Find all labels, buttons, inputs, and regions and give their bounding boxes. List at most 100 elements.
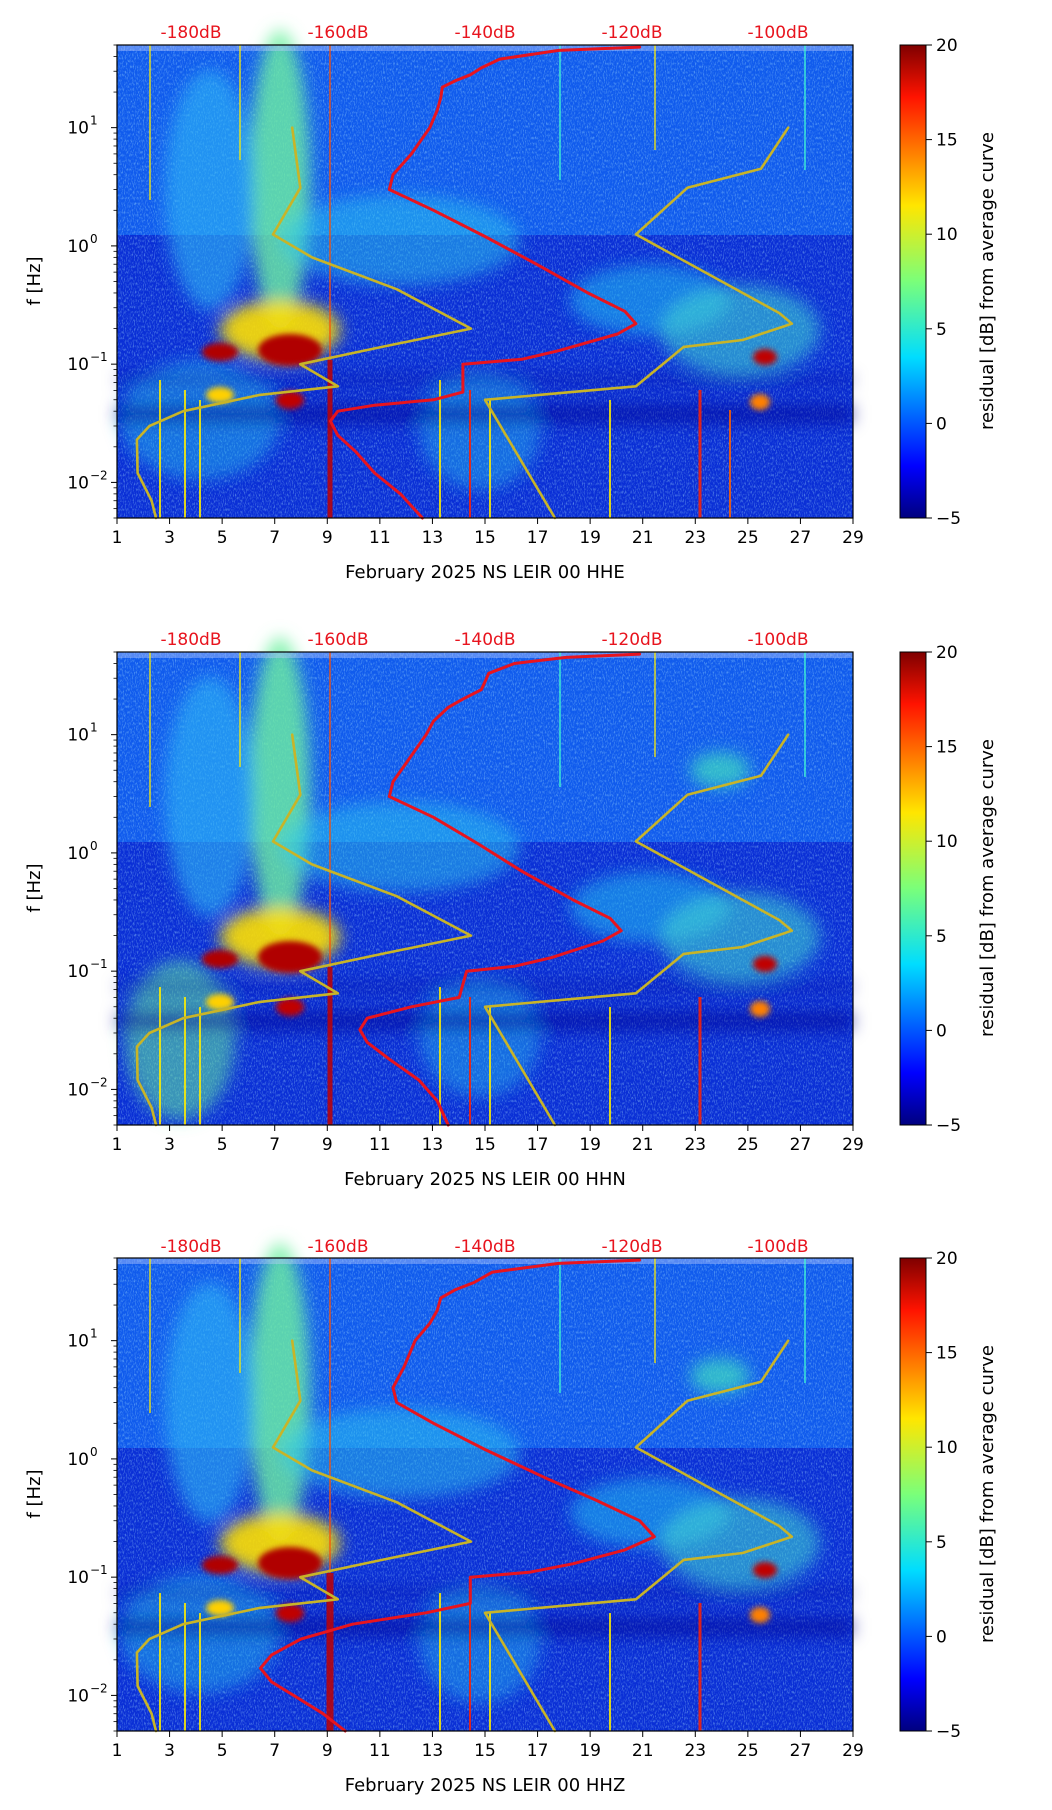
x-tick-label: 3 — [164, 528, 175, 548]
y-axis-label: f [Hz] — [24, 256, 45, 305]
x-tick-label: 5 — [217, 1135, 228, 1155]
db-label-100: -100dB — [747, 23, 808, 43]
db-label-140: -140dB — [454, 23, 515, 43]
y-tick-exponent: −1 — [90, 957, 108, 971]
x-tick-label: 13 — [422, 528, 444, 548]
colorbar-label: residual [dB] from average curve — [977, 132, 998, 430]
colorbar-tick-label: −5 — [936, 509, 961, 529]
colorbar-ticks: −5 0 5 10 15 20 — [926, 36, 961, 529]
spectrogram-heatmap — [117, 1243, 853, 1731]
x-tick-label: 19 — [579, 528, 601, 548]
db-label-140: -140dB — [454, 630, 515, 650]
db-label-120: -120dB — [601, 630, 662, 650]
x-tick-label: 17 — [527, 528, 549, 548]
y-tick-label: 10 — [67, 844, 89, 864]
db-label-180: -180dB — [160, 630, 221, 650]
db-label-100: -100dB — [747, 1237, 808, 1257]
colorbar-tick-label: 20 — [936, 1249, 958, 1269]
colorbar-tick-label: 15 — [936, 1344, 958, 1364]
colorbar-tick-label: 5 — [936, 927, 947, 947]
x-tick-label: 21 — [632, 528, 654, 548]
spectrogram-heatmap — [117, 637, 853, 1125]
colorbar-tick-label: 15 — [936, 738, 958, 758]
x-tick-label: 23 — [684, 1741, 706, 1761]
y-tick-exponent: 1 — [90, 114, 98, 128]
y-tick-label: 10 — [67, 962, 89, 982]
noise-curve — [259, 1258, 656, 1733]
x-axis-label: February 2025 NS LEIR 00 HHZ — [345, 1775, 626, 1796]
colorbar-tick-label: 10 — [936, 832, 958, 852]
x-tick-label: 9 — [322, 1135, 333, 1155]
y-tick-exponent: −2 — [90, 468, 108, 482]
y-tick-label: 10 — [67, 119, 89, 139]
panel-2: -180dB -160dB -140dB -120dB -100dB — [24, 630, 998, 1190]
x-tick-label: 23 — [684, 528, 706, 548]
y-tick-label: 10 — [67, 1332, 89, 1352]
x-axis: 1 3 5 7 9 11 13 15 17 19 21 23 25 27 29 February 2025 … — [112, 1125, 864, 1190]
y-axis-label: f [Hz] — [24, 863, 45, 912]
x-tick-label: 7 — [269, 1135, 280, 1155]
colorbar: −5 0 5 10 15 20 residual [dB] from average cu… — [899, 1249, 998, 1742]
x-tick-label: 15 — [474, 1135, 496, 1155]
x-tick-label: 23 — [684, 1135, 706, 1155]
x-axis: 1 3 5 7 9 11 13 15 17 19 21 23 25 27 29 February 2025 … — [112, 518, 864, 583]
colorbar-gradient — [899, 651, 927, 1126]
db-label-160: -160dB — [307, 1237, 368, 1257]
x-tick-label: 29 — [842, 1135, 864, 1155]
curve-layer — [135, 1258, 794, 1733]
db-label-100: -100dB — [747, 630, 808, 650]
colorbar-tick-label: 5 — [936, 320, 947, 340]
x-tick-label: 19 — [579, 1135, 601, 1155]
x-ticks: 1 3 5 7 9 11 13 15 17 19 21 23 25 27 29 — [112, 1731, 864, 1761]
colorbar-tick-label: 20 — [936, 36, 958, 56]
y-tick-label: 10 — [67, 1686, 89, 1706]
y-tick-label: 10 — [67, 1450, 89, 1470]
x-tick-label: 21 — [632, 1135, 654, 1155]
y-tick-exponent: 1 — [90, 721, 98, 735]
x-tick-label: 29 — [842, 1741, 864, 1761]
x-tick-label: 9 — [322, 528, 333, 548]
high-noise-model-curve — [483, 1339, 794, 1733]
x-ticks: 1 3 5 7 9 11 13 15 17 19 21 23 25 27 29 — [112, 1125, 864, 1155]
x-tick-label: 15 — [474, 1741, 496, 1761]
y-tick-label: 10 — [67, 1568, 89, 1588]
db-label-160: -160dB — [307, 23, 368, 43]
x-tick-label: 27 — [790, 1741, 812, 1761]
spectrogram-heatmap — [117, 30, 853, 518]
x-tick-label: 3 — [164, 1741, 175, 1761]
colorbar-gradient — [899, 1257, 927, 1732]
colorbar-tick-label: 10 — [936, 1438, 958, 1458]
high-noise-model-curve — [483, 126, 794, 520]
x-tick-label: 15 — [474, 528, 496, 548]
colorbar-tick-label: 0 — [936, 1021, 947, 1041]
curve-layer — [135, 652, 794, 1127]
low-noise-model-curve — [135, 1339, 473, 1733]
x-tick-label: 7 — [269, 1741, 280, 1761]
colorbar: −5 0 5 10 15 20 residual [dB] from average cu… — [899, 643, 998, 1136]
x-tick-label: 29 — [842, 528, 864, 548]
panel-1: -180dB -160dB -140dB -120dB -100dB — [24, 23, 998, 583]
colorbar-tick-label: 0 — [936, 414, 947, 434]
x-tick-label: 25 — [737, 1135, 759, 1155]
db-label-180: -180dB — [160, 23, 221, 43]
x-tick-label: 9 — [322, 1741, 333, 1761]
x-tick-label: 25 — [737, 528, 759, 548]
colorbar-ticks: −5 0 5 10 15 20 — [926, 1249, 961, 1742]
db-label-140: -140dB — [454, 1237, 515, 1257]
colorbar-tick-label: 5 — [936, 1533, 947, 1553]
x-tick-label: 1 — [112, 1135, 123, 1155]
x-tick-label: 1 — [112, 528, 123, 548]
x-tick-label: 25 — [737, 1741, 759, 1761]
x-tick-label: 17 — [527, 1741, 549, 1761]
y-tick-exponent: 0 — [90, 1445, 98, 1459]
y-tick-exponent: 0 — [90, 839, 98, 853]
db-label-120: -120dB — [601, 23, 662, 43]
x-tick-label: 5 — [217, 528, 228, 548]
y-tick-exponent: −2 — [90, 1681, 108, 1695]
x-ticks: 1 3 5 7 9 11 13 15 17 19 21 23 25 27 29 — [112, 518, 864, 548]
